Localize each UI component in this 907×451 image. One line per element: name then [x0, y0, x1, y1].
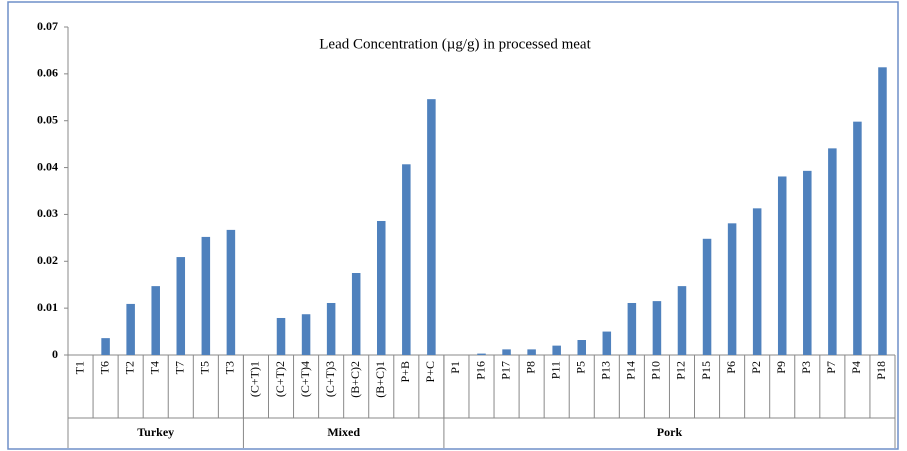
bar: [226, 229, 236, 355]
bar: [402, 164, 411, 355]
bar: [727, 223, 737, 355]
bar: [477, 353, 486, 355]
bar: [502, 349, 511, 355]
y-tick-label: 0.06: [37, 66, 58, 80]
bar: [702, 238, 712, 355]
x-tick-label: T2: [122, 361, 136, 374]
x-tick-label: P+B: [398, 361, 412, 382]
x-tick-label: P17: [498, 361, 512, 380]
bar: [301, 314, 311, 355]
bar: [427, 99, 436, 355]
x-tick-label: T3: [223, 361, 237, 374]
bar: [101, 338, 110, 355]
x-tick-label: P6: [724, 361, 738, 374]
x-tick-label: (C+T)4: [298, 361, 312, 397]
x-tick-label: P3: [799, 361, 813, 374]
bar: [677, 286, 687, 355]
bar: [326, 302, 336, 355]
bar: [527, 349, 536, 355]
x-tick-label: P15: [699, 361, 713, 380]
x-tick-label: P7: [824, 361, 838, 374]
bar: [803, 170, 812, 355]
x-tick-label: P16: [473, 361, 487, 380]
x-tick-label: P14: [624, 361, 638, 380]
bar: [126, 303, 135, 355]
y-tick-label: 0.04: [37, 159, 58, 173]
bar: [853, 121, 862, 355]
x-tick-label: P1: [448, 361, 462, 374]
bar: [276, 317, 286, 355]
y-tick-label: 0.02: [37, 253, 58, 267]
bar: [351, 273, 361, 355]
x-tick-label: P4: [849, 361, 863, 374]
bar: [752, 208, 762, 355]
x-tick-label: P12: [674, 361, 688, 380]
x-tick-label: T5: [198, 361, 212, 374]
x-tick-label: (B+C)1: [373, 361, 387, 398]
x-tick-label: P+C: [423, 361, 437, 382]
x-tick-label: T1: [72, 361, 86, 374]
group-label: Pork: [657, 425, 683, 439]
chart-title: Lead Concentration (µg/g) in processed m…: [319, 36, 591, 52]
x-tick-label: P11: [548, 361, 562, 379]
x-tick-label: P18: [874, 361, 888, 380]
bar: [552, 345, 561, 355]
x-tick-label: (C+T)1: [248, 361, 262, 397]
bar: [878, 67, 887, 355]
x-tick-label: T6: [97, 361, 111, 374]
x-tick-label: T7: [173, 361, 187, 374]
x-tick-label: P9: [774, 361, 788, 374]
bar: [828, 148, 837, 355]
x-tick-label: P2: [749, 361, 763, 374]
x-tick-label: (B+C)2: [348, 361, 362, 398]
bar: [652, 301, 662, 355]
x-tick-label: P13: [599, 361, 613, 380]
x-tick-label: P8: [523, 361, 537, 374]
bar: [627, 302, 637, 355]
bar: [777, 176, 787, 355]
y-tick-label: 0.01: [37, 300, 58, 314]
bar: [577, 340, 587, 355]
bar: [602, 331, 612, 355]
x-tick-label: (C+T)3: [323, 361, 337, 397]
bar: [201, 236, 211, 355]
group-label: Mixed: [327, 425, 360, 439]
x-tick-label: P5: [573, 361, 587, 374]
frame: [7, 1, 899, 450]
y-tick-label: 0.07: [37, 19, 58, 33]
bar: [176, 257, 186, 355]
y-tick-label: 0.03: [37, 206, 58, 220]
bar: [151, 286, 160, 355]
bar: [376, 220, 386, 355]
x-tick-label: P10: [649, 361, 663, 380]
group-label: Turkey: [137, 425, 174, 439]
x-tick-label: (C+T)2: [273, 361, 287, 397]
y-tick-label: 0: [52, 347, 58, 361]
x-tick-label: T4: [147, 361, 161, 374]
y-tick-label: 0.05: [37, 112, 58, 126]
